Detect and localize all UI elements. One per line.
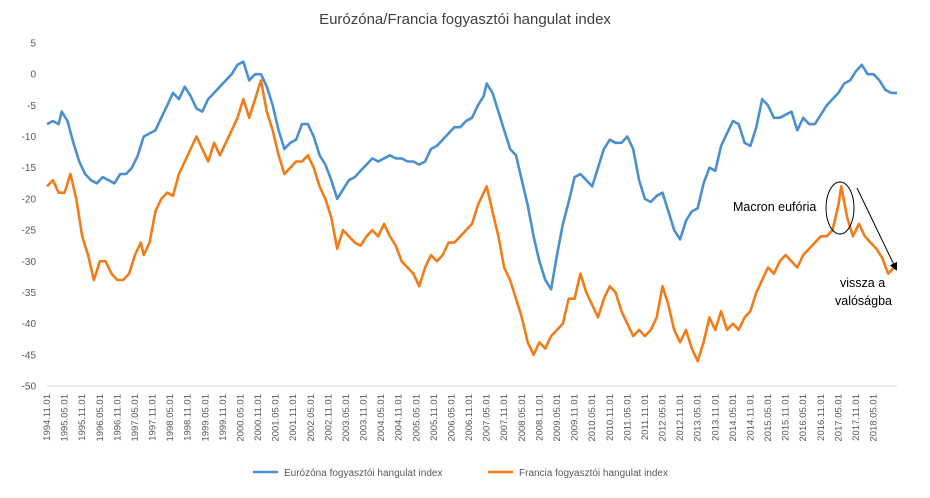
x-tick-label: 2011.11.01 xyxy=(640,394,651,440)
x-tick-label: 1997.11.01 xyxy=(148,394,159,441)
x-tick-label: 2007.05.01 xyxy=(482,394,493,442)
legend-label-eurozone: Eurózóna fogyasztói hangulat index xyxy=(284,468,442,479)
legend-label-france: Francia fogyasztói hangulat index xyxy=(519,468,668,479)
x-tick-label: 2003.11.01 xyxy=(359,394,370,441)
x-tick-label: 1999.05.01 xyxy=(200,394,211,442)
x-tick-label: 2013.05.01 xyxy=(693,394,704,442)
y-tick-label: -40 xyxy=(22,319,37,330)
x-tick-label: 1996.05.01 xyxy=(95,394,106,442)
x-tick-label: 2003.05.01 xyxy=(341,394,352,442)
x-tick-label: 1998.05.01 xyxy=(165,394,176,442)
annotation-macron: Macron eufória xyxy=(733,200,816,214)
y-axis: 5 0 -5 -10 -15 -20 -25 -30 -35 -40 -45 -50 xyxy=(22,39,37,393)
x-tick-label: 2001.05.01 xyxy=(271,394,282,442)
x-tick-label: 2009.11.01 xyxy=(570,394,581,441)
x-tick-label: 2015.05.01 xyxy=(763,394,774,442)
x-tick-label: 1999.11.01 xyxy=(218,394,229,441)
y-tick-label: -45 xyxy=(22,350,37,361)
x-tick-label: 2009.05.01 xyxy=(552,394,563,442)
x-tick-label: 1995.05.01 xyxy=(60,394,71,442)
y-tick-label: -25 xyxy=(22,226,37,237)
legend: Eurózóna fogyasztói hangulat index Franc… xyxy=(253,468,668,479)
y-tick-label: -20 xyxy=(22,194,37,205)
x-tick-label: 2014.05.01 xyxy=(728,394,739,442)
x-tick-label: 2006.05.01 xyxy=(446,394,457,442)
x-tick-label: 2012.05.01 xyxy=(658,394,669,442)
x-tick-label: 2002.05.01 xyxy=(306,394,317,442)
x-tick-label: 2011.05.01 xyxy=(622,394,633,441)
chart-title: Eurózóna/Francia fogyasztói hangulat ind… xyxy=(319,11,611,28)
x-tick-label: 2016.11.01 xyxy=(816,394,827,441)
x-tick-label: 2004.11.01 xyxy=(394,394,405,441)
x-tick-label: 2013.11.01 xyxy=(710,394,721,441)
annotation-vissza: vissza a xyxy=(840,276,885,290)
x-tick-label: 2005.11.01 xyxy=(429,394,440,441)
macron-highlight-ellipse xyxy=(825,181,855,235)
series-line-eurozone xyxy=(46,60,897,291)
x-tick-label: 1995.11.01 xyxy=(77,394,88,441)
x-tick-label: 2012.11.01 xyxy=(675,394,686,441)
y-tick-label: -5 xyxy=(27,101,36,112)
x-tick-label: 2017.11.01 xyxy=(851,394,862,441)
x-tick-label: 2016.05.01 xyxy=(798,394,809,442)
x-tick-label: 2004.05.01 xyxy=(376,394,387,442)
x-tick-label: 2017.05.01 xyxy=(833,394,844,442)
x-tick-label: 2008.11.01 xyxy=(534,394,545,441)
series-line-france xyxy=(46,79,896,363)
y-tick-label: 5 xyxy=(30,39,36,50)
x-tick-label: 2010.05.01 xyxy=(587,394,598,442)
x-tick-label: 2015.11.01 xyxy=(781,394,792,441)
trend-arrow xyxy=(856,187,898,271)
x-tick-label: 2007.11.01 xyxy=(499,394,510,441)
x-tick-label: 2002.11.01 xyxy=(323,394,334,441)
x-tick-label: 2000.11.01 xyxy=(253,394,264,441)
y-tick-label: 0 xyxy=(30,70,36,81)
x-tick-label: 1998.11.01 xyxy=(183,394,194,441)
y-tick-label: -50 xyxy=(22,382,37,393)
x-tick-label: 1996.11.01 xyxy=(112,394,123,441)
x-tick-label: 2006.11.01 xyxy=(464,394,475,441)
x-axis: 1994.11.01 1995.05.01 1995.11.01 1996.05.01… xyxy=(42,394,880,442)
y-tick-label: -15 xyxy=(22,163,37,174)
y-tick-label: -10 xyxy=(22,132,37,143)
series-layer xyxy=(46,60,897,363)
x-tick-label: 2014.11.01 xyxy=(745,394,756,441)
x-tick-label: 2010.11.01 xyxy=(605,394,616,441)
x-tick-label: 2000.05.01 xyxy=(235,394,246,442)
x-tick-label: 1997.05.01 xyxy=(130,394,141,442)
x-tick-label: 2001.11.01 xyxy=(288,394,299,441)
y-tick-label: -35 xyxy=(22,288,37,299)
x-tick-label: 2018.05.01 xyxy=(869,394,880,442)
annotation-valosagba: valóságba xyxy=(835,294,892,308)
x-tick-label: 2005.05.01 xyxy=(411,394,422,442)
y-tick-label: -30 xyxy=(22,257,37,268)
x-tick-label: 2008.05.01 xyxy=(517,394,528,442)
x-tick-label: 1994.11.01 xyxy=(42,394,53,441)
